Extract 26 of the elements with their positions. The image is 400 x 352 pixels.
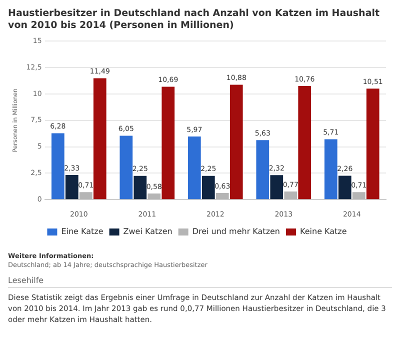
bar — [230, 84, 243, 200]
legend-label: Drei und mehr Katzen — [192, 227, 280, 236]
bar — [148, 193, 161, 200]
bar — [79, 192, 92, 200]
bar — [366, 88, 380, 200]
bar — [162, 86, 175, 200]
legend-label: Eine Katze — [61, 227, 104, 236]
text: Lesehilfe — [8, 276, 392, 288]
chart-title: Haustierbesitzer in Deutschland nach Anzahl von Katzen im Haushalt von 2010 bis 2014 (Personen in Millionen) — [8, 8, 381, 32]
legend-label: Zwei Katzen — [123, 227, 172, 236]
bar — [298, 86, 312, 200]
bar — [120, 136, 133, 200]
bar — [338, 176, 352, 200]
bar — [256, 140, 270, 200]
bar — [93, 78, 106, 200]
bar — [65, 174, 78, 200]
bar — [352, 192, 366, 200]
bar — [324, 139, 338, 200]
bar — [270, 175, 284, 200]
bar — [202, 176, 215, 200]
bar — [216, 192, 229, 200]
legend-label: Keine Katze — [300, 227, 347, 236]
bar — [188, 136, 201, 200]
bar — [284, 191, 298, 200]
bar — [134, 176, 147, 200]
bar — [51, 133, 64, 200]
